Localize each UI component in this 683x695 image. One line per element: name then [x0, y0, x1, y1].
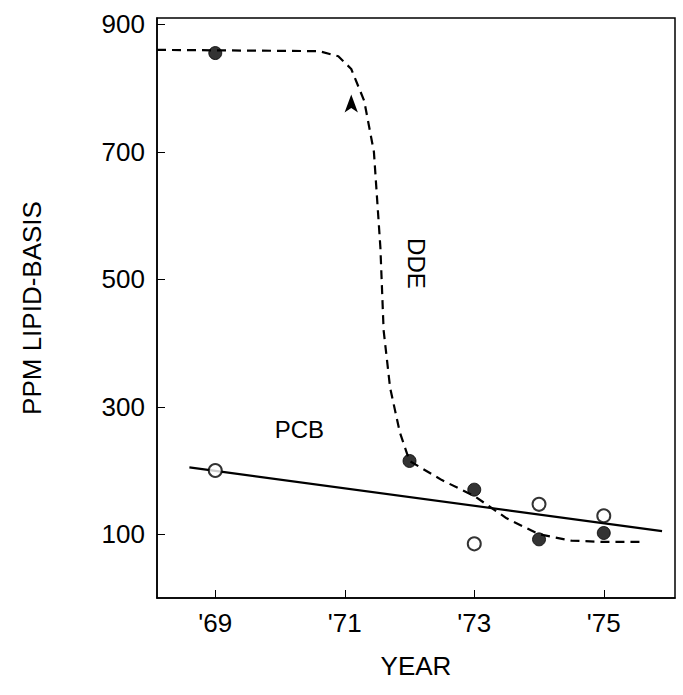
- svg-text:900: 900: [102, 9, 145, 39]
- svg-text:PCB: PCB: [275, 416, 324, 443]
- svg-text:300: 300: [102, 392, 145, 422]
- svg-text:DDE: DDE: [403, 238, 430, 289]
- svg-text:'75: '75: [587, 608, 621, 638]
- svg-text:YEAR: YEAR: [381, 651, 452, 681]
- svg-text:PPM LIPID-BASIS: PPM LIPID-BASIS: [17, 201, 47, 415]
- svg-text:'73: '73: [457, 608, 491, 638]
- svg-text:100: 100: [102, 519, 145, 549]
- svg-text:500: 500: [102, 264, 145, 294]
- svg-text:700: 700: [102, 137, 145, 167]
- svg-text:'71: '71: [328, 608, 362, 638]
- svg-text:'69: '69: [198, 608, 232, 638]
